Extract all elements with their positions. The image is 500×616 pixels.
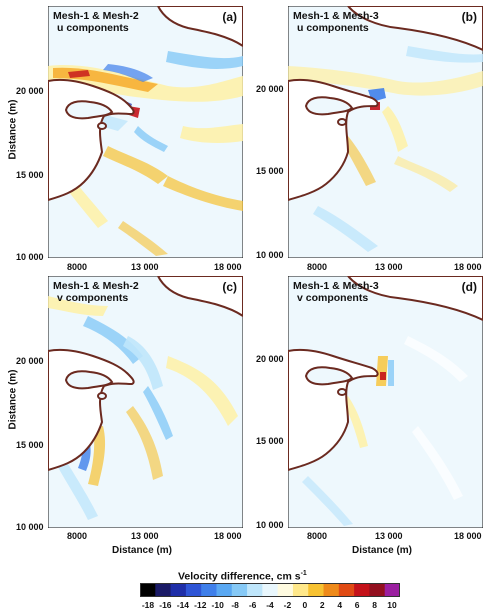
colorbar-frame [140, 583, 400, 597]
panel-d-xtick: 13 000 [375, 531, 403, 541]
panel-d-ytick: 20 000 [256, 354, 284, 364]
colorbar-tick-label: -4 [266, 600, 274, 610]
panel-d-xtick: 8000 [307, 531, 328, 541]
panel-b-xtick: 8000 [307, 262, 328, 272]
colorbar-swatch [201, 583, 217, 597]
panel-b: Mesh-1 & Mesh-3 u components (b) [288, 6, 483, 258]
panel-b-ytick: 10 000 [256, 250, 284, 260]
colorbar-tick-label: -2 [283, 600, 292, 610]
colorbar-tick-label: -8 [231, 600, 239, 610]
panel-d-title: Mesh-1 & Mesh-3 v components [293, 280, 379, 304]
panel-d-letter: (d) [461, 280, 477, 294]
colorbar-swatch [185, 583, 202, 597]
colorbar-tick-label: 2 [319, 600, 325, 610]
panel-c-title: Mesh-1 & Mesh-2 v components [53, 280, 139, 304]
panel-d-map [288, 276, 483, 528]
panel-d: Mesh-1 & Mesh-3 v components (d) [288, 276, 483, 528]
colorbar-tick-label: 4 [337, 600, 343, 610]
panel-c-xtick: 13 000 [131, 531, 159, 541]
colorbar-tick-label: -14 [176, 600, 190, 610]
colorbar-swatch [262, 583, 279, 597]
colorbar-swatch [308, 583, 325, 597]
colorbar-swatch [170, 583, 187, 597]
colorbar [140, 583, 400, 597]
panel-a-xtick: 18 000 [214, 262, 242, 272]
panel-b-letter: (b) [461, 10, 477, 24]
colorbar-tick-label: 10 [387, 600, 397, 610]
colorbar-swatch [140, 583, 156, 597]
panel-c: Mesh-1 & Mesh-2 v components (c) [48, 276, 243, 528]
colorbar-title: Velocity difference, cm s-1 [178, 570, 307, 583]
panel-b-xtick: 13 000 [375, 262, 403, 272]
panel-a: Mesh-1 & Mesh-2 u components (a) [48, 6, 243, 258]
panel-b-ytick: 15 000 [256, 166, 284, 176]
colorbar-swatch [292, 583, 309, 597]
colorbar-swatch [155, 583, 172, 597]
colorbar-tick-label: -16 [159, 600, 172, 610]
panel-c-ytick: 10 000 [16, 522, 44, 532]
panel-b-map [288, 6, 483, 258]
panel-a-field [48, 51, 243, 256]
colorbar-swatch [247, 583, 263, 597]
colorbar-tick-label: 0 [302, 600, 308, 610]
panel-b-title: Mesh-1 & Mesh-3 u components [293, 10, 379, 34]
panel-d-field [302, 336, 468, 526]
panel-a-xtick: 13 000 [131, 262, 159, 272]
panel-a-letter: (a) [222, 10, 237, 24]
panel-a-xtick: 8000 [67, 262, 88, 272]
panel-c-xlabel: Distance (m) [112, 545, 173, 556]
panel-a-ytick: 10 000 [16, 252, 44, 262]
panel-b-ytick: 20 000 [256, 84, 284, 94]
panel-c-map [48, 276, 243, 528]
panel-d-ytick: 15 000 [256, 436, 284, 446]
panel-c-xtick: 8000 [67, 531, 88, 541]
panel-a-map [48, 6, 243, 258]
panel-d-xlabel: Distance (m) [352, 545, 413, 556]
panel-a-ytick: 20 000 [16, 86, 44, 96]
colorbar-tick-label: 6 [354, 600, 360, 610]
panel-d-ytick: 10 000 [256, 520, 284, 530]
panel-c-letter: (c) [222, 280, 237, 294]
colorbar-swatch [369, 583, 386, 597]
colorbar-swatch [354, 583, 370, 597]
colorbar-swatch [323, 583, 340, 597]
panel-d-xtick: 18 000 [454, 531, 482, 541]
colorbar-tick-label: -12 [194, 600, 207, 610]
colorbar-swatch [216, 583, 233, 597]
colorbar-tick-label: -10 [211, 600, 224, 610]
panel-c-xtick: 18 000 [214, 531, 242, 541]
panel-a-ylabel: Distance (m) [7, 99, 19, 160]
colorbar-swatch [231, 583, 248, 597]
colorbar-tick-label: -18 [141, 600, 155, 610]
colorbar-tick-label: -6 [248, 600, 257, 610]
panel-c-ytick: 20 000 [16, 356, 44, 366]
panel-c-ylabel: Distance (m) [7, 369, 19, 430]
colorbar-tick-label: 8 [372, 600, 377, 610]
panel-b-xtick: 18 000 [454, 262, 482, 272]
colorbar-swatch [384, 583, 400, 597]
panel-c-ytick: 15 000 [16, 440, 44, 450]
colorbar-swatch [338, 583, 355, 597]
panel-a-ytick: 15 000 [16, 170, 44, 180]
colorbar-swatch [277, 583, 294, 597]
panel-a-title: Mesh-1 & Mesh-2 u components [53, 10, 139, 34]
